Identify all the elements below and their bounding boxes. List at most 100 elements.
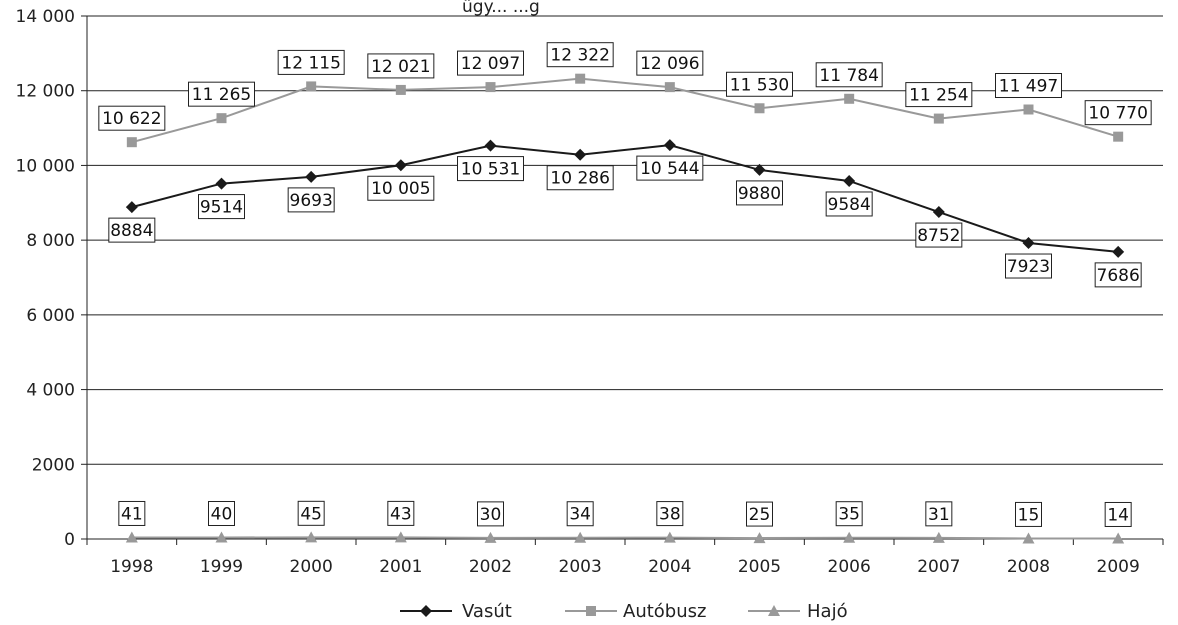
legend-marker-triangle — [768, 605, 780, 616]
series-markers — [125, 73, 1125, 544]
data-label: 12 322 — [546, 42, 614, 68]
data-point-triangle — [843, 531, 856, 543]
x-tick-label: 1999 — [200, 557, 243, 577]
data-label-box — [925, 501, 953, 527]
data-label-text: 9880 — [738, 184, 781, 204]
series-lines — [131, 77, 1119, 540]
data-point-diamond — [663, 139, 676, 152]
legend-label: Hajó — [807, 601, 848, 622]
data-point-diamond — [843, 174, 856, 187]
data-label-text: 12 322 — [550, 46, 609, 66]
y-tick-label: 6 000 — [26, 306, 75, 326]
data-label-box — [815, 62, 883, 88]
data-point-diamond — [574, 148, 587, 161]
data-label-box — [915, 222, 963, 248]
data-label-text: 10 770 — [1088, 104, 1147, 124]
data-label: 14 — [1104, 501, 1132, 527]
data-label-box — [108, 217, 156, 243]
data-label-box — [636, 50, 704, 76]
data-label-box — [457, 50, 524, 76]
data-point-triangle — [574, 531, 587, 543]
data-label: 10 770 — [1084, 100, 1152, 126]
data-label-text: 11 497 — [999, 77, 1058, 97]
data-label-box — [277, 49, 345, 75]
data-point-triangle — [484, 531, 497, 543]
data-label-text: 12 115 — [281, 53, 340, 73]
y-tick-label: 0 — [64, 530, 75, 550]
data-label-text: 9693 — [290, 191, 333, 211]
data-label-box — [367, 53, 435, 79]
data-point-diamond — [484, 139, 497, 152]
data-label-box — [726, 71, 793, 97]
data-label-box — [477, 501, 504, 527]
data-label: 35 — [835, 501, 863, 527]
legend-marker-square — [586, 606, 596, 616]
legend-item: Autóbusz — [565, 601, 706, 622]
data-label: 12 097 — [457, 50, 524, 76]
data-label-text: 15 — [1018, 505, 1040, 525]
data-label: 9584 — [825, 191, 873, 217]
data-label-box — [566, 501, 594, 527]
data-label-box — [118, 500, 146, 526]
data-label: 25 — [746, 501, 773, 527]
data-label-text: 10 544 — [640, 159, 699, 179]
data-label-box — [746, 501, 773, 527]
data-label-text: 35 — [838, 505, 860, 525]
data-label-text: 11 784 — [819, 66, 878, 86]
data-point-triangle — [932, 531, 945, 543]
legend-label: Vasút — [462, 601, 512, 622]
x-tick-label: 2006 — [828, 557, 871, 577]
series-line-square — [131, 77, 1119, 144]
data-label: 10 622 — [98, 105, 166, 131]
data-label-box — [835, 501, 863, 527]
data-label-text: 8884 — [110, 221, 153, 241]
data-point-triangle — [1112, 532, 1125, 544]
data-label-text: 8752 — [917, 226, 960, 246]
y-tick-label: 12 000 — [16, 82, 75, 102]
data-point-square — [126, 137, 137, 148]
data-point-triangle — [305, 531, 318, 543]
data-point-diamond — [753, 163, 766, 176]
data-label-box — [825, 191, 873, 217]
data-point-square — [575, 73, 586, 84]
data-label-box — [367, 175, 435, 201]
data-label: 10 005 — [367, 175, 435, 201]
data-point-square — [485, 82, 496, 93]
data-label-box — [546, 165, 614, 191]
data-point-diamond — [1022, 237, 1035, 250]
data-label-box — [1094, 262, 1142, 288]
data-label-text: 12 096 — [640, 54, 699, 74]
data-point-diamond — [305, 170, 318, 183]
data-point-triangle — [753, 532, 766, 544]
data-point-triangle — [125, 531, 138, 543]
data-label: 41 — [118, 500, 146, 526]
data-label: 9880 — [736, 180, 783, 206]
data-label-text: 7686 — [1097, 266, 1140, 286]
data-label: 10 544 — [636, 155, 704, 181]
data-label-box — [736, 180, 783, 206]
data-label-text: 10 622 — [102, 109, 161, 129]
data-label-text: 9584 — [828, 195, 871, 215]
data-label: 12 096 — [636, 50, 704, 76]
data-label: 11 784 — [815, 62, 883, 88]
data-label-box — [1084, 100, 1152, 126]
data-label-box — [546, 42, 614, 68]
data-point-square — [754, 103, 765, 114]
series-line-triangle — [131, 536, 1119, 540]
data-label-text: 10 005 — [371, 179, 430, 199]
data-label-text: 41 — [121, 504, 143, 524]
data-point-square — [1113, 131, 1124, 142]
data-point-triangle — [1022, 532, 1035, 544]
legend-marker-diamond — [420, 605, 432, 617]
data-labels: 8884 9514 9693 10 005 10 531 10 286 10 544 9880… — [98, 42, 1152, 527]
data-label-text: 11 265 — [192, 85, 251, 105]
data-point-square — [1023, 104, 1034, 115]
data-label: 30 — [477, 501, 504, 527]
data-point-square — [664, 82, 675, 93]
data-label-text: 30 — [480, 505, 502, 525]
data-label-box — [1015, 501, 1042, 527]
x-tick-label: 2009 — [1097, 557, 1140, 577]
data-label-box — [1104, 501, 1132, 527]
y-tick-label: 10 000 — [16, 156, 75, 176]
